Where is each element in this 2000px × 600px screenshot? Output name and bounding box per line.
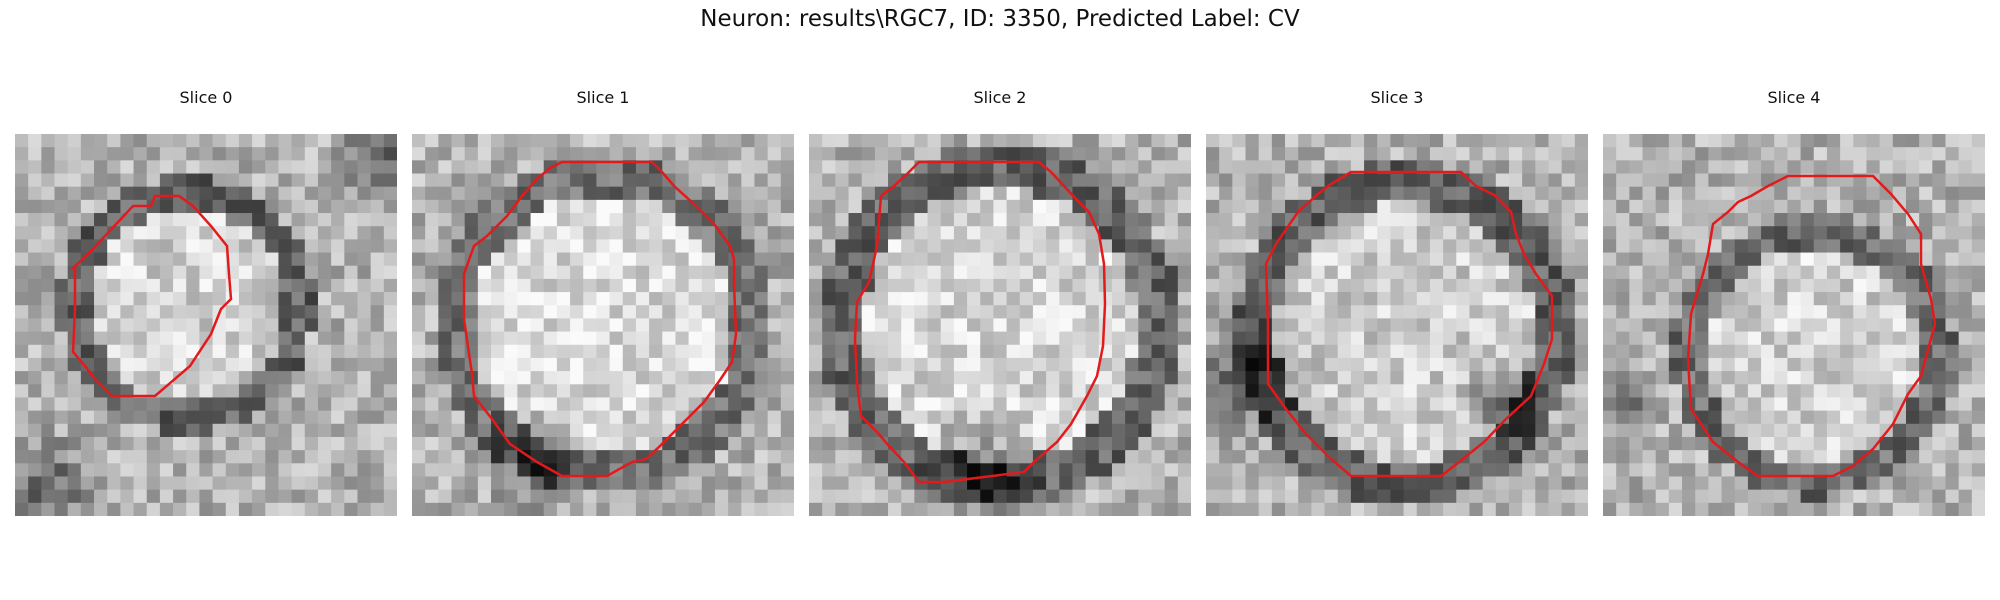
cell-contour	[1264, 170, 1554, 478]
cell-contour	[853, 160, 1107, 484]
slice-title: Slice 3	[1370, 88, 1424, 107]
slice-image-1	[412, 134, 794, 516]
microscopy-pixel-grid	[15, 134, 397, 516]
microscopy-pixel-grid	[1206, 134, 1588, 516]
slice-title: Slice 4	[1767, 88, 1821, 107]
slice-image-2	[809, 134, 1191, 516]
cell-contour	[1686, 174, 1937, 478]
microscopy-pixel-grid	[809, 134, 1191, 516]
microscopy-pixel-grid	[412, 134, 794, 516]
slice-title: Slice 1	[576, 88, 630, 107]
microscopy-pixel-grid	[1603, 134, 1985, 516]
slice-title: Slice 0	[179, 88, 233, 107]
cell-contour	[462, 160, 738, 478]
figure-title: Neuron: results\RGC7, ID: 3350, Predicte…	[700, 6, 1300, 32]
slice-title: Slice 2	[973, 88, 1027, 107]
slice-image-0	[15, 134, 397, 516]
slice-image-4	[1603, 134, 1985, 516]
slice-image-3	[1206, 134, 1588, 516]
cell-contour	[69, 194, 233, 398]
